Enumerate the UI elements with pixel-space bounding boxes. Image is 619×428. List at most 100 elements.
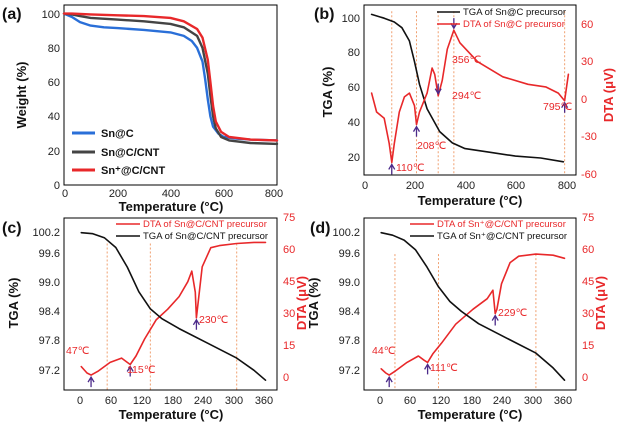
panel-c-label: (c): [2, 220, 22, 237]
series-line-dta-of-sn-c-cnt-precursor: [380, 253, 566, 376]
panel-b-ytick: 100: [342, 13, 360, 25]
series-line-dta-of-sn-c-precursor: [370, 29, 570, 164]
panel-c-frame: [63, 217, 278, 391]
panel-b-ytick-right: 60: [581, 19, 593, 31]
panel-b-ytick: 20: [348, 152, 360, 164]
annotation-230c: 230℃: [199, 314, 229, 326]
panel-a-ytick: 0: [54, 180, 60, 192]
panel-d-xlabel: Temperature (°C): [418, 407, 523, 422]
annotation-229c: 229℃: [498, 307, 528, 319]
peak-arrow-icon: [412, 125, 421, 137]
peak-arrow-icon: [434, 83, 442, 95]
legend-label-dta-b: DTA of Sn@C precursor: [463, 19, 565, 30]
panel-c-xlabel: Temperature (°C): [119, 407, 224, 422]
panel-d-x-ticks: 0 60 120 180 240 300 360: [377, 395, 572, 407]
panel-a-ytick: 60: [48, 77, 60, 89]
panel-b-ytick: 40: [348, 117, 360, 129]
panel-b-xtick: 800: [558, 180, 576, 192]
panel-b-xtick: 400: [457, 180, 475, 192]
panel-d-frame: [363, 217, 577, 391]
panel-a-frame: [63, 4, 278, 186]
panel-d-label: (d): [310, 220, 330, 237]
panel-b-annotations: 110℃ 208℃ 294℃ 356℃ 795℃: [396, 54, 573, 174]
panel-d-xtick: 360: [554, 395, 572, 407]
panel-a-legend: Sn@C Sn@C/CNT Sn⁺@C/CNT: [72, 128, 165, 177]
panel-d-y-ticks-right: 0 15 30 45 60 75: [582, 212, 594, 384]
panel-b-label: (b): [314, 6, 334, 23]
panel-c-ytick-right: 30: [283, 308, 295, 320]
annotation-111c: 111℃: [430, 362, 458, 374]
panel-b-ytick: 60: [348, 82, 360, 94]
panel-a-xtick: 400: [162, 188, 180, 200]
peak-arrow-icon: [450, 18, 458, 30]
legend-label-sn-c: Sn@C: [101, 128, 134, 140]
panel-d-guides: [394, 254, 537, 390]
peak-arrow-icon: [561, 101, 569, 113]
panel-c-x-ticks: 0 60 120 180 240 300 360: [77, 395, 273, 407]
series-line-sn-c: [62, 12, 279, 142]
series-line-sn-c-cnt: [62, 12, 279, 142]
legend-label-tga-b: TGA of Sn@C precursor: [463, 7, 566, 18]
panel-d-ytick: 97.8: [339, 335, 360, 347]
panel-a-ytick: 40: [48, 111, 60, 123]
panel-c-ytick: 98.4: [39, 306, 60, 318]
panel-d-ylabel-right: DTA (μV): [593, 276, 608, 330]
panel-b-ylabel: TGA (%): [320, 67, 335, 118]
panel-d-ytick-right: 15: [582, 340, 594, 352]
panel-d-ytick-right: 45: [582, 276, 594, 288]
panel-b-frame: [363, 4, 577, 176]
annotation-44c: 44℃: [372, 345, 396, 357]
panel-c-y-ticks: 97.2 97.8 98.4 99.0 99.6 100.2: [32, 227, 60, 377]
panel-a-plot: [62, 12, 279, 146]
panel-c-y-ticks-right: 0 15 30 45 60 75: [283, 212, 295, 384]
panel-a-xtick: 200: [109, 188, 127, 200]
annotation-294c: 294℃: [452, 90, 482, 102]
panel-d-plot: [380, 231, 566, 388]
panel-b-x-ticks: 0 200 400 600 800: [362, 180, 576, 192]
panel-c-annotations: 47℃ 115℃ 230℃: [66, 314, 229, 376]
peak-arrow-icon: [388, 163, 396, 175]
panel-c-xtick: 180: [164, 395, 182, 407]
annotation-47c: 47℃: [66, 345, 90, 357]
panel-d-xtick: 240: [493, 395, 511, 407]
panel-d-xtick: 0: [377, 395, 383, 407]
panel-b-ytick-right: -60: [581, 169, 597, 181]
legend-label-dta-c: DTA of Sn@C/CNT precursor: [143, 219, 267, 230]
panel-d-ytick-right: 0: [582, 372, 588, 384]
series-line-tga-of-sn-c-cnt-precursor: [380, 231, 566, 382]
panel-b-y-ticks: 20 40 60 80 100: [342, 13, 360, 164]
panel-a-xtick: 600: [215, 188, 233, 200]
peak-arrow-icon: [192, 318, 200, 330]
peak-arrow-icon: [87, 375, 95, 388]
legend-label-sn-plus-c-cnt: Sn⁺@C/CNT: [101, 165, 165, 177]
panel-c-plot: [80, 231, 267, 388]
panel-c-ylabel: TGA (%): [6, 278, 21, 329]
panel-d-xtick: 120: [432, 395, 450, 407]
panel-c-guides: [106, 243, 238, 390]
panel-b-xtick: 200: [406, 180, 424, 192]
panel-c-xtick: 120: [133, 395, 151, 407]
panel-b-xtick: 600: [507, 180, 525, 192]
panel-b: (b) 20 40 60 80 100 -60 -30 0 30 60 0 20…: [314, 4, 616, 208]
panel-a-xtick: 0: [62, 188, 68, 200]
panel-c-ylabel-right: DTA (μV): [294, 276, 309, 330]
panel-b-ylabel-right: DTA (μV): [601, 68, 616, 122]
panel-a: (a) 0 20 40 60 80 100 0 200 400 600 800 …: [2, 4, 283, 214]
panel-d-ytick: 98.4: [339, 306, 360, 318]
series-line-sn-c-cnt: [62, 12, 279, 146]
panel-d-ytick-right: 30: [582, 308, 594, 320]
panel-b-plot: [370, 13, 570, 175]
panel-a-ytick: 20: [48, 146, 60, 158]
series-line-tga-of-sn-c-precursor: [370, 13, 565, 163]
legend-label-sn-c-cnt: Sn@C/CNT: [101, 147, 160, 159]
panel-d: (d) 97.2 97.8 98.4 99.0 99.6 100.2 0 15 …: [306, 212, 608, 422]
panel-a-ytick: 100: [42, 9, 60, 21]
panel-c-ytick-right: 75: [283, 212, 295, 224]
panel-b-ytick: 80: [348, 47, 360, 59]
panel-c-legend: DTA of Sn@C/CNT precursor TGA of Sn@C/CN…: [116, 219, 268, 242]
panel-c-xtick: 300: [225, 395, 243, 407]
panel-c-xtick: 0: [77, 395, 83, 407]
panel-c-ytick-right: 15: [283, 340, 295, 352]
panel-c-xtick: 360: [255, 395, 273, 407]
